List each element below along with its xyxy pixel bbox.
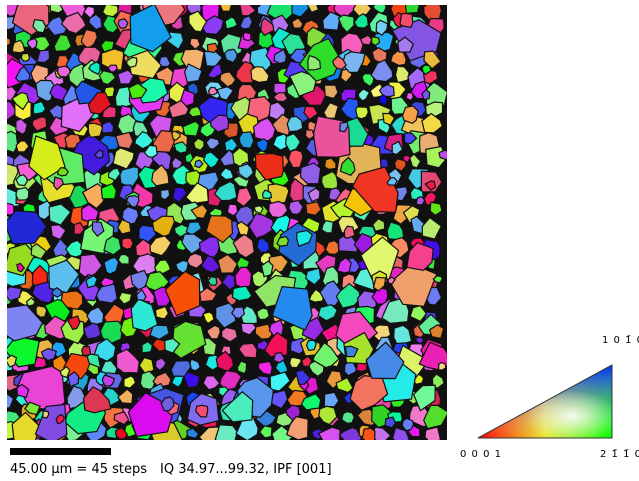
grain xyxy=(342,412,355,424)
grain xyxy=(0,131,18,152)
grain xyxy=(405,0,420,13)
grain xyxy=(209,87,218,94)
grain xyxy=(362,428,375,443)
grain xyxy=(88,123,102,137)
grain xyxy=(16,188,29,201)
grain xyxy=(402,418,413,430)
grain xyxy=(239,132,254,149)
grain xyxy=(122,238,133,249)
ipf-top-label: 1 0 1̄ 0 xyxy=(602,335,639,346)
grain xyxy=(215,425,237,447)
grain xyxy=(43,411,49,418)
grain xyxy=(406,93,413,101)
grain xyxy=(116,132,133,148)
grain xyxy=(416,197,424,205)
grain xyxy=(400,13,413,27)
grain xyxy=(207,43,217,52)
grain xyxy=(307,340,317,350)
grain xyxy=(118,254,129,264)
grain xyxy=(439,150,450,160)
grain xyxy=(3,203,14,215)
grain xyxy=(220,0,232,11)
grain xyxy=(356,107,369,119)
ipf-left-label: 0 0 0 1 xyxy=(460,449,502,460)
grain xyxy=(36,306,47,318)
grain xyxy=(208,277,217,286)
ipf-right-label: 2 1̄ 1̄ 0 xyxy=(600,449,639,460)
grain xyxy=(243,32,251,40)
grain xyxy=(425,427,441,444)
ipf-legend: 1 0 1̄ 0 0 0 0 1 2 1̄ 1̄ 0 xyxy=(460,335,639,460)
ebsd-figure: 45.00 µm = 45 steps IQ 34.97...99.32, IP… xyxy=(0,0,639,481)
scale-text: 45.00 µm = 45 steps xyxy=(10,462,147,477)
grain xyxy=(439,363,446,370)
grain xyxy=(118,19,128,29)
grain xyxy=(21,53,29,61)
info-text: IQ 34.97...99.32, IPF [001] xyxy=(160,462,332,477)
grain xyxy=(82,346,91,355)
grain xyxy=(344,226,355,238)
grain xyxy=(403,106,419,123)
grain xyxy=(257,308,269,320)
scale-bar xyxy=(10,448,111,455)
grain xyxy=(301,163,321,184)
